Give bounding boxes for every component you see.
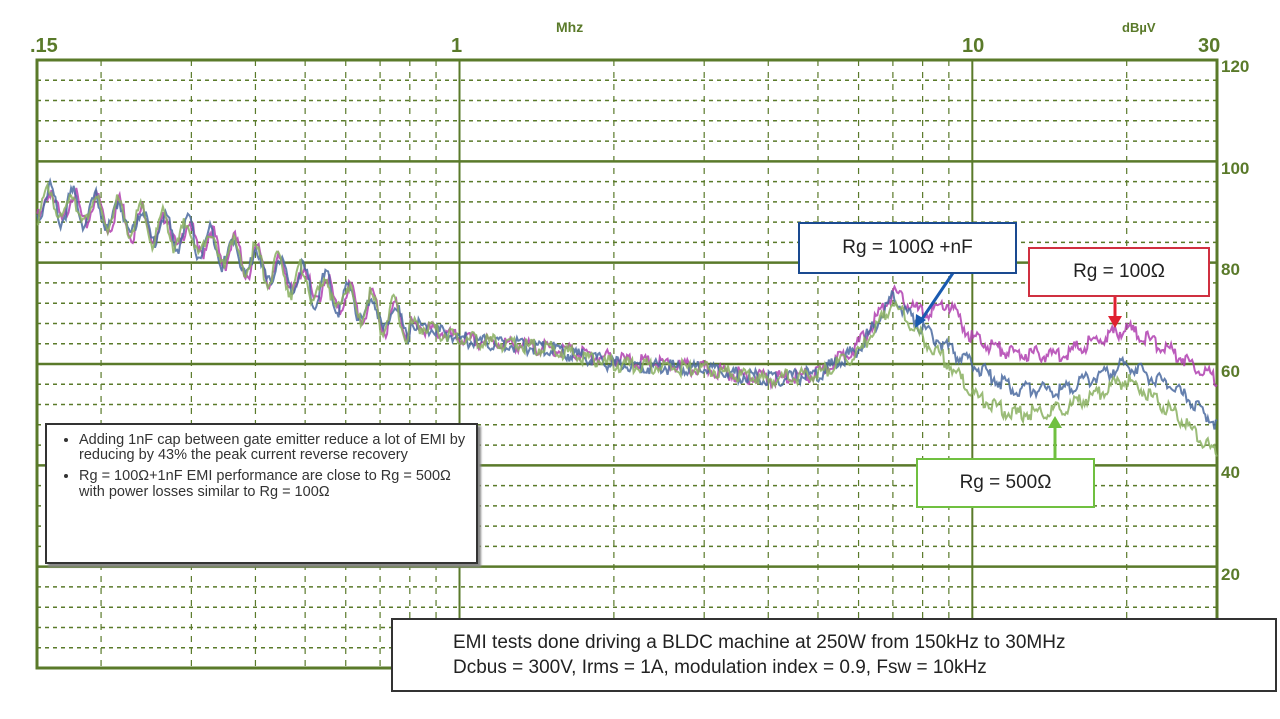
- y-tick-label: 60: [1221, 362, 1240, 381]
- y-axis-label: dBµV: [1122, 20, 1156, 35]
- y-tick-label: 20: [1221, 565, 1240, 584]
- x-tick-label: 1: [451, 35, 462, 57]
- y-tick-label: 100: [1221, 159, 1249, 178]
- grid: [35, 58, 1219, 670]
- label-rg-100: Rg = 100Ω: [1028, 247, 1210, 297]
- caption-box: EMI tests done driving a BLDC machine at…: [391, 618, 1277, 692]
- x-tick-label: 10: [962, 35, 984, 57]
- y-tick-label: 120: [1221, 57, 1249, 76]
- series-line: [36, 181, 1218, 457]
- x-tick-label: .15: [30, 35, 58, 57]
- arrows: [915, 269, 1122, 458]
- notes-box: Adding 1nF cap between gate emitter redu…: [45, 423, 478, 564]
- arrow-500-head: [1048, 416, 1062, 428]
- notes-list: Adding 1nF cap between gate emitter redu…: [69, 432, 466, 500]
- y-tick-label: 40: [1221, 463, 1240, 482]
- arrow-nf: [918, 269, 957, 323]
- x-tick-label: 30: [1198, 35, 1220, 57]
- note-item: Rg = 100Ω+1nF EMI performance are close …: [79, 469, 466, 500]
- label-rg-500: Rg = 500Ω: [916, 458, 1095, 508]
- label-rg-100-nf: Rg = 100Ω +nF: [798, 222, 1017, 274]
- curves: [36, 177, 1218, 457]
- caption-line: Dcbus = 300V, Irms = 1A, modulation inde…: [453, 657, 987, 678]
- x-axis-label: Mhz: [556, 19, 583, 35]
- caption-line: EMI tests done driving a BLDC machine at…: [453, 632, 1066, 653]
- arrow-100-head: [1108, 316, 1122, 328]
- y-tick-label: 80: [1221, 260, 1240, 279]
- series-line: [36, 177, 1218, 430]
- arrow-nf-head: [915, 314, 926, 328]
- note-item: Adding 1nF cap between gate emitter redu…: [79, 432, 466, 463]
- tick-labels: .15 1 10 30 Mhz dBµV 120 100 80 60 40 20: [30, 19, 1249, 584]
